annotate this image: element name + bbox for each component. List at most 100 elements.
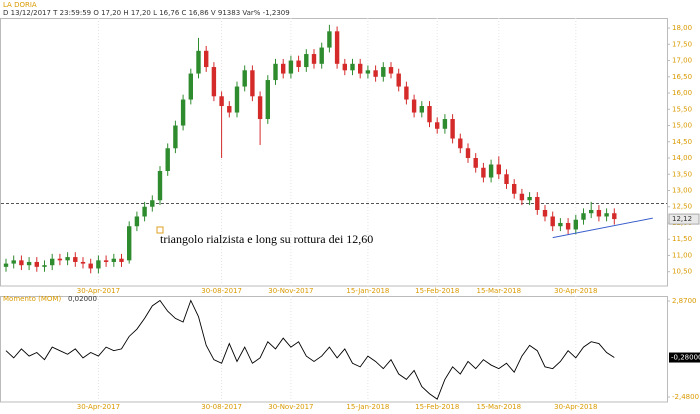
candle-body [196,50,201,74]
candle-body [458,138,463,149]
candle-body [304,54,309,68]
y-tick-label: 15,50 [672,105,692,113]
candle-body [257,96,263,120]
y-tick-label: 18,00 [672,24,692,32]
ohlc-info: D 13/12/2017 T 23:59:59 O 17,20 H 17,20 … [3,9,290,17]
candle-body [473,158,478,168]
annotation-marker [156,226,164,234]
last-value-box [669,352,700,363]
candle-body [111,258,116,262]
y-tick-label: 11,50 [672,235,692,243]
candle-body [211,67,217,97]
candle-body [358,63,363,74]
candle-body [134,216,140,227]
candle-body [157,171,163,201]
candle-body [373,70,378,77]
y-tick-label: 11,00 [672,251,692,259]
candle-body [334,31,340,64]
last-value-label: -0,28000 [671,354,700,362]
candle-body [488,164,494,178]
x-tick-label: 30-Apr-2017 [77,403,120,411]
y-tick-label: 13,00 [672,186,692,194]
candle-body [19,260,24,266]
candle-body [542,209,548,217]
candle-body [350,63,355,71]
candle-body [589,209,594,214]
candle-body [288,60,294,74]
candle-body [11,260,16,264]
x-tick-label: 30-Nov-2017 [268,403,313,411]
candle-body [565,222,571,230]
candle-body [204,50,209,68]
candle-body [512,183,517,194]
candle-body [250,70,255,97]
candle-body [435,122,440,129]
candle-body [242,70,247,87]
panel-title: Momento (MOM) [3,295,61,303]
candle-body [119,258,124,262]
candle-body [3,263,9,267]
panel-value: 0,02000 [68,295,97,303]
candle-body [596,209,602,217]
candle-body [558,222,563,227]
candle-body [365,70,371,74]
y-tick-label: 17,50 [672,40,692,48]
candle-body [411,99,417,113]
x-tick-label: 15-Mar-2018 [477,403,522,411]
y-tick-label: 14,00 [672,154,692,162]
momentum-panel [0,296,668,403]
annotation: triangolo rialzista e long su rottura de… [160,232,373,246]
x-tick-label: 15-Mar-2018 [477,287,522,295]
candle-body [535,196,540,210]
candle-body [450,119,455,139]
candle-body [73,257,78,262]
candle-body [527,196,532,201]
candle-body [465,148,471,159]
candle-body [519,193,525,201]
candle-body [442,119,448,129]
candle-body [173,125,178,149]
candle-body [550,216,555,227]
candle-body [581,213,586,220]
candle-body [234,86,240,113]
candle-body [396,73,401,87]
x-tick-label: 30-Nov-2017 [268,287,313,295]
candle-body [219,96,224,107]
y-tick-label: 12,50 [672,203,692,211]
x-tick-label: 15-Jan-2018 [346,287,389,295]
candle-body [265,80,270,120]
x-tick-label: 15-Jan-2018 [346,403,389,411]
candle-body [57,258,63,261]
candle-body [227,106,232,113]
y-tick-label: 16,00 [672,89,692,97]
candle-body [388,67,394,74]
candle-body [42,265,47,267]
momentum-line [5,299,615,400]
candle-body [96,260,101,269]
candle-body [88,263,93,269]
candle-body [142,206,147,217]
trendline [552,217,653,239]
candle-body [327,31,332,48]
x-tick-label: 30-08-2017 [201,403,242,411]
candle-body [273,63,278,81]
candle-body [281,63,286,74]
candle-body [504,174,509,184]
candle-body [604,213,609,217]
last-price-box [668,213,700,225]
candle-body [165,148,170,172]
candle-body [427,106,432,123]
last-price-label: 12,12 [672,215,692,223]
candle-body [404,86,409,100]
main-panel [0,18,668,287]
candle-body [34,261,39,267]
candle-body [180,99,186,126]
y-tick-label: 17,00 [672,57,692,65]
candle-body [481,167,486,178]
candle-body [612,213,617,220]
candle-body [311,54,317,64]
candle-body [103,260,109,262]
x-tick-label: 30-Apr-2018 [554,403,597,411]
